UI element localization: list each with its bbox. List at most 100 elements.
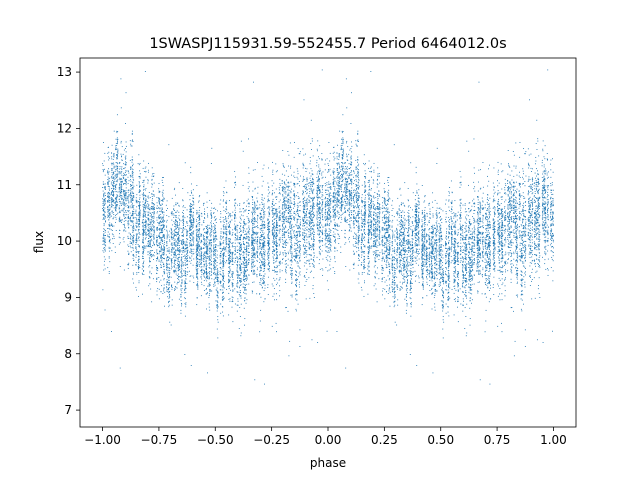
data-point <box>254 226 256 228</box>
data-point <box>248 225 250 227</box>
data-point <box>285 244 287 246</box>
data-point <box>453 262 455 264</box>
data-point <box>231 299 233 301</box>
data-point <box>471 274 473 276</box>
data-point <box>252 240 254 242</box>
data-point <box>262 239 264 241</box>
data-point <box>473 206 475 208</box>
data-point <box>468 283 470 285</box>
data-point <box>291 274 293 276</box>
data-point <box>476 234 478 236</box>
data-point <box>223 252 225 254</box>
data-point <box>448 255 450 257</box>
data-point <box>510 218 512 219</box>
data-point <box>490 250 492 252</box>
data-point <box>497 325 499 327</box>
data-point <box>474 186 476 188</box>
data-point <box>242 267 244 268</box>
data-point <box>234 220 236 222</box>
data-point <box>272 190 274 192</box>
data-point <box>219 255 221 257</box>
data-point <box>448 216 450 218</box>
data-point <box>225 248 227 250</box>
data-point <box>505 263 507 265</box>
data-point <box>501 223 503 225</box>
data-point <box>499 218 501 220</box>
data-point <box>514 225 516 227</box>
data-point <box>264 284 266 286</box>
data-point <box>478 244 480 246</box>
data-point <box>465 226 467 228</box>
data-point <box>448 241 450 243</box>
data-point <box>251 218 253 220</box>
data-point <box>293 212 295 214</box>
data-point <box>267 199 269 201</box>
data-point <box>222 255 224 257</box>
data-point <box>263 249 265 251</box>
data-point <box>477 220 479 222</box>
data-point <box>259 275 261 277</box>
data-point <box>455 220 457 222</box>
data-point <box>231 282 233 284</box>
data-point <box>254 220 256 222</box>
data-point <box>237 276 239 278</box>
data-point <box>492 182 494 184</box>
data-point <box>448 191 450 193</box>
data-point <box>226 209 228 211</box>
data-point <box>222 298 224 300</box>
data-point <box>487 287 489 289</box>
data-point <box>276 299 278 301</box>
data-point <box>514 210 516 212</box>
data-point <box>291 224 293 226</box>
data-point <box>507 211 509 213</box>
data-point <box>251 264 252 266</box>
data-point <box>284 242 286 244</box>
data-point <box>447 299 449 301</box>
data-point <box>246 283 248 285</box>
data-point <box>246 269 248 270</box>
data-point <box>226 260 228 262</box>
data-point <box>260 228 262 230</box>
data-point <box>482 207 484 209</box>
data-point <box>264 287 266 289</box>
data-point <box>242 227 244 229</box>
data-point <box>275 230 277 231</box>
data-point <box>497 216 499 218</box>
data-point <box>479 205 481 207</box>
data-point <box>243 252 245 254</box>
data-point <box>272 161 274 163</box>
data-point <box>447 259 449 261</box>
data-point <box>236 239 238 241</box>
data-point <box>478 169 480 171</box>
data-point <box>236 230 238 232</box>
data-point <box>229 249 231 251</box>
data-point <box>275 267 277 269</box>
data-point <box>464 274 466 276</box>
data-point <box>273 248 275 250</box>
data-point <box>261 247 263 249</box>
data-point <box>478 218 480 220</box>
data-point <box>282 226 284 228</box>
data-point <box>246 256 247 258</box>
data-point <box>281 237 283 239</box>
data-point <box>448 224 450 226</box>
data-point <box>448 195 450 197</box>
data-point <box>254 236 256 238</box>
data-point <box>248 251 250 253</box>
data-point <box>268 187 270 188</box>
data-point <box>220 228 222 230</box>
data-point <box>511 239 513 241</box>
data-point <box>287 151 289 152</box>
data-point <box>234 250 236 251</box>
data-point <box>240 268 242 269</box>
data-point <box>276 274 278 275</box>
data-point <box>504 218 505 220</box>
data-point <box>232 263 234 265</box>
data-point <box>442 268 444 270</box>
data-point <box>460 202 462 204</box>
data-point <box>254 169 256 171</box>
data-point <box>460 251 462 252</box>
data-point <box>225 228 227 230</box>
data-point <box>256 207 258 209</box>
data-point <box>228 214 230 216</box>
